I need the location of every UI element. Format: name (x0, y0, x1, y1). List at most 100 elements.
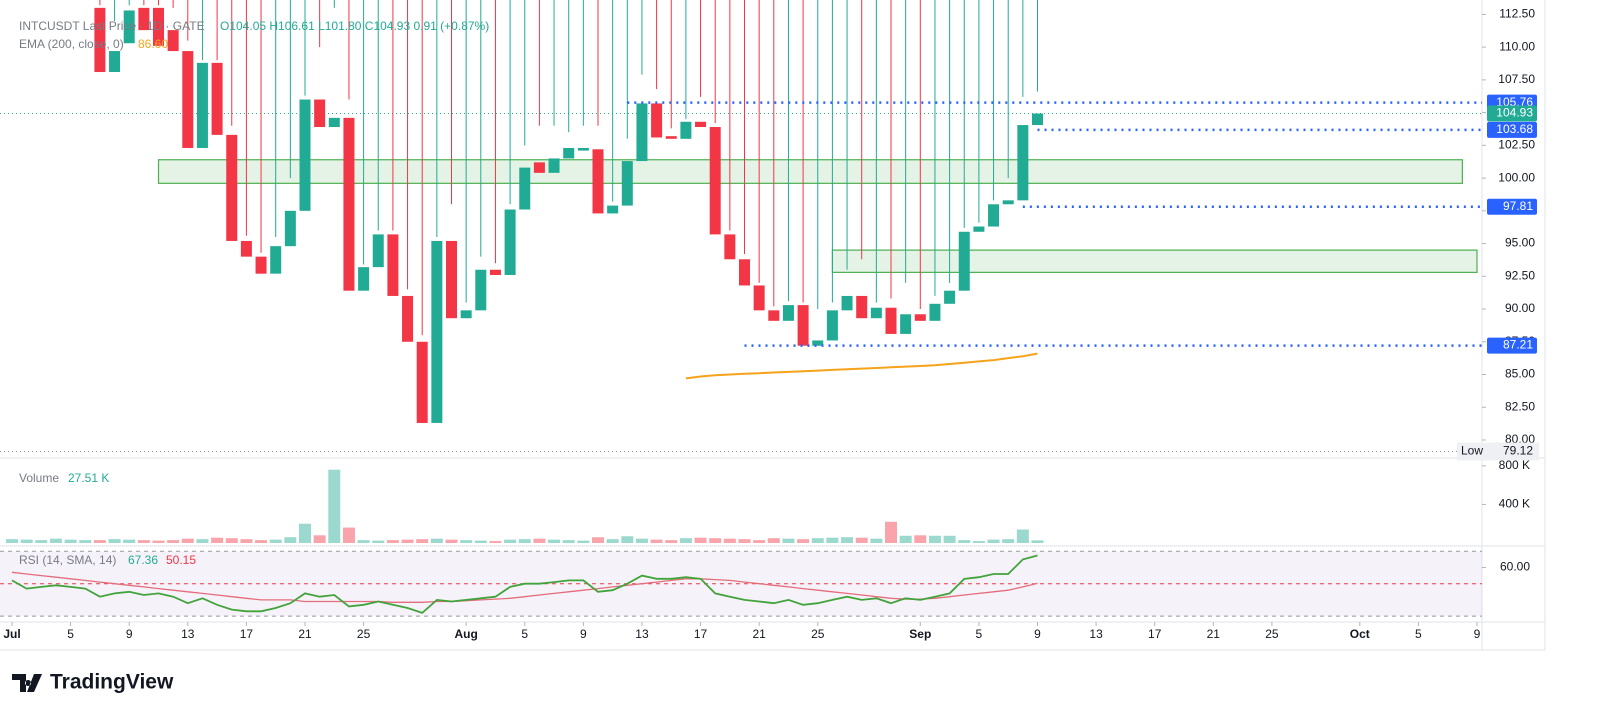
candle-body (739, 259, 750, 286)
volume-bar (958, 540, 971, 543)
logo-icon (12, 674, 42, 692)
candle-body (621, 161, 633, 206)
candle-body (153, 7, 164, 46)
volume-bar (533, 538, 546, 543)
volume-bar (665, 540, 678, 543)
candle-body (358, 267, 370, 291)
level-label: 105.76 (1496, 95, 1533, 109)
candle-body (240, 240, 252, 257)
volume-bar (79, 540, 92, 543)
y-tick-label: 102.50 (1498, 138, 1535, 152)
candle-body (372, 234, 384, 268)
candle-body (460, 310, 472, 319)
candle-body (856, 295, 868, 319)
symbol-title: INTCUSDT Last Price · 1D · GATE (19, 19, 205, 33)
volume-bar (577, 540, 590, 543)
volume-bar (782, 538, 795, 543)
candle-body (841, 295, 853, 311)
volume-bar (943, 535, 956, 543)
y-tick-label: 82.50 (1505, 399, 1535, 413)
volume-bar (972, 541, 985, 543)
volume-bar (1031, 540, 1044, 543)
volume-bar (474, 540, 487, 543)
volume-bar (123, 539, 136, 543)
candle-body (607, 205, 619, 214)
candle-body (900, 314, 912, 334)
volume-bar (93, 540, 106, 543)
volume-bar (401, 539, 414, 543)
volume-bar (137, 540, 150, 543)
volume-bar (562, 540, 575, 543)
volume-bar (914, 535, 927, 543)
volume-bar (841, 537, 854, 543)
volume-bar (240, 539, 253, 543)
x-tick-label: 5 (67, 627, 74, 641)
candle-body (123, 10, 135, 44)
y-tick-label: 92.50 (1505, 268, 1535, 282)
candle-body (196, 62, 208, 148)
candle-body (94, 7, 106, 73)
rsi-value: 67.36 (128, 553, 158, 567)
x-tick-label: Aug (454, 627, 477, 641)
volume-bar (386, 540, 399, 543)
level-label: 97.81 (1503, 199, 1533, 213)
volume-bar (225, 538, 238, 543)
volume-bar (621, 536, 634, 543)
candle-body (944, 290, 956, 304)
volume-bar (255, 540, 268, 543)
level-label-box (1487, 337, 1537, 354)
volume-bar (64, 539, 77, 543)
x-tick-label: 13 (635, 627, 649, 641)
x-tick-label: 17 (694, 627, 708, 641)
candle-body (255, 256, 267, 274)
volume-bar (35, 540, 48, 543)
last-price-box (1487, 105, 1537, 122)
volume-bar (650, 539, 663, 543)
volume-bar (269, 539, 282, 543)
last-price-label: 104.93 (1496, 106, 1533, 120)
candle-body (343, 117, 355, 291)
candle-body (709, 127, 721, 235)
candle-body (782, 305, 794, 321)
volume-bar (987, 539, 1000, 543)
volume-bar (167, 540, 180, 543)
brand-logo: TradingView (12, 671, 174, 694)
y-tick-label: 85.00 (1505, 367, 1535, 381)
low-label-title: Low (1461, 444, 1483, 458)
candle-body (182, 51, 194, 148)
volume-bar (885, 521, 897, 543)
rsi-line (11, 554, 1038, 614)
volume-bar (738, 539, 751, 543)
x-tick-label: 17 (1148, 627, 1162, 641)
volume-bar (679, 538, 692, 543)
x-tick-label: 13 (181, 627, 195, 641)
volume-bar (797, 539, 810, 543)
volume-bar (548, 539, 561, 543)
x-tick-label: Oct (1350, 627, 1370, 641)
candle-body (284, 210, 296, 247)
level-label: 103.68 (1496, 122, 1533, 136)
candle-body (885, 307, 897, 334)
candle-body (533, 162, 545, 173)
candle-body (958, 231, 970, 291)
volume-bar (211, 537, 224, 543)
ema-value: 86.60 (138, 37, 168, 51)
candle-body (1032, 113, 1043, 126)
y-tick-label: 90.00 (1505, 301, 1535, 315)
volume-bar (811, 538, 824, 543)
candle-body (138, 7, 150, 31)
volume-bar (899, 535, 912, 543)
candle-body (973, 226, 985, 232)
ema-line (685, 352, 1038, 380)
volume-bar (313, 535, 326, 543)
zone (831, 249, 1478, 273)
candle-body (167, 30, 179, 52)
rsi-tick-label: 60.00 (1500, 560, 1530, 574)
volume-bar (460, 540, 473, 543)
candle-body (226, 134, 238, 241)
volume-bar (152, 540, 165, 543)
volume-bar (342, 527, 355, 543)
ohlc-values: O104.05 H106.61 L101.80 C104.93 0.91 (+0… (220, 19, 489, 33)
volume-bar (694, 537, 707, 543)
candle-body (1002, 200, 1014, 205)
